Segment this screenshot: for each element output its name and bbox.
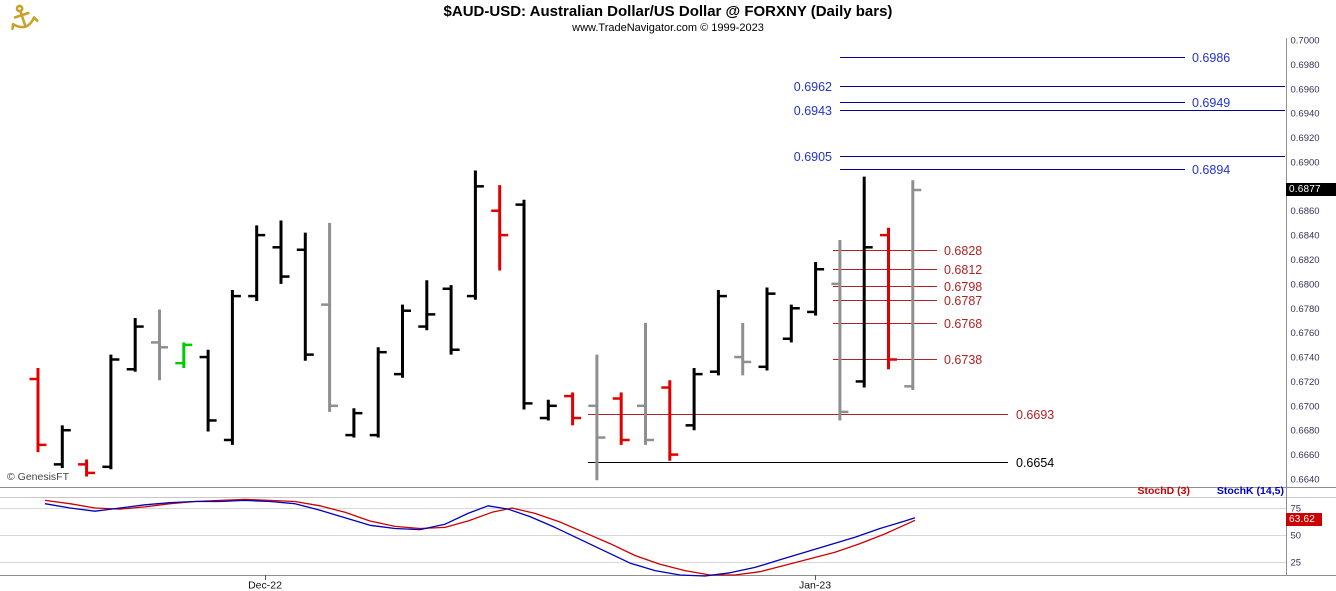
level-label-0.6949: 0.6949 — [1192, 96, 1230, 110]
stoch-tick-label: 75 — [1291, 504, 1302, 515]
x-axis-label: Jan-23 — [799, 580, 831, 591]
price-tick-label: 0.6780 — [1291, 304, 1320, 315]
price-tick-label: 0.6960 — [1291, 84, 1320, 95]
stoch-line-stochd — [44, 498, 916, 576]
level-label-0.6787: 0.6787 — [944, 294, 982, 308]
level-label-0.6654: 0.6654 — [1016, 456, 1054, 470]
stoch-tick-label: 50 — [1291, 531, 1302, 542]
price-tick-label: 0.7000 — [1291, 36, 1320, 47]
level-label-0.6905: 0.6905 — [794, 150, 832, 164]
x-axis-label: Dec-22 — [248, 580, 282, 591]
level-label-0.6986: 0.6986 — [1192, 51, 1230, 65]
price-tick-label: 0.6980 — [1291, 60, 1320, 71]
level-label-0.6738: 0.6738 — [944, 353, 982, 367]
price-tick-label: 0.6920 — [1291, 133, 1320, 144]
chart-title: $AUD-USD: Australian Dollar/US Dollar @ … — [443, 3, 893, 20]
level-label-0.6812: 0.6812 — [944, 263, 982, 277]
stoch-tick-label: 25 — [1291, 558, 1302, 569]
price-tick-label: 0.6800 — [1291, 279, 1320, 290]
price-tick-label: 0.6680 — [1291, 426, 1320, 437]
stochd-legend[interactable]: StochD (3) — [1137, 485, 1191, 497]
price-tick-label: 0.6720 — [1291, 377, 1320, 388]
chart-subtitle: www.TradeNavigator.com © 1999-2023 — [572, 22, 764, 34]
last-price-badge: 0.6877 — [1286, 183, 1336, 196]
stoch-value-badge: 63.62 — [1286, 513, 1322, 526]
price-tick-label: 0.6640 — [1291, 474, 1320, 485]
level-label-0.6962: 0.6962 — [794, 80, 832, 94]
level-label-0.6943: 0.6943 — [794, 104, 832, 118]
price-tick-label: 0.6860 — [1291, 206, 1320, 217]
price-tick-label: 0.6660 — [1291, 450, 1320, 461]
level-label-0.6768: 0.6768 — [944, 317, 982, 331]
price-tick-label: 0.6760 — [1291, 328, 1320, 339]
stochk-legend[interactable]: StochK (14,5) — [1216, 485, 1284, 497]
stoch-line-stochk — [44, 499, 916, 577]
level-label-0.6693: 0.6693 — [1016, 408, 1054, 422]
level-label-0.6894: 0.6894 — [1192, 163, 1230, 177]
price-tick-label: 0.6940 — [1291, 109, 1320, 120]
level-label-0.6828: 0.6828 — [944, 244, 982, 258]
price-tick-label: 0.6700 — [1291, 401, 1320, 412]
price-tick-label: 0.6840 — [1291, 231, 1320, 242]
level-label-0.6798: 0.6798 — [944, 280, 982, 294]
price-tick-label: 0.6740 — [1291, 353, 1320, 364]
genesisft-watermark: © GenesisFT — [7, 471, 70, 483]
price-tick-label: 0.6820 — [1291, 255, 1320, 266]
genesis-anchor-logo — [11, 4, 39, 31]
price-tick-label: 0.6900 — [1291, 157, 1320, 168]
